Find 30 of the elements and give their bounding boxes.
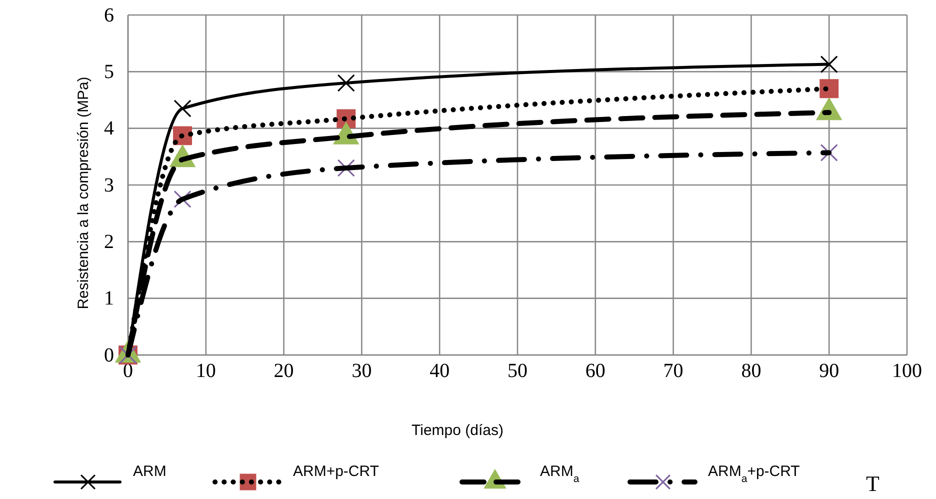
x-tick-label: 0 [123, 360, 133, 382]
y-axis-title: Resistencia a la compresión (MPa) [75, 76, 92, 310]
point [337, 74, 355, 92]
x-tick-label: 10 [196, 360, 216, 382]
point [820, 55, 838, 74]
x-tick-label: 90 [819, 360, 840, 382]
x-tick-label: 100 [892, 360, 922, 382]
y-tick-label: 6 [104, 4, 114, 26]
point [820, 144, 838, 162]
legend-label: ARM$_{a}$+p-CRT [708, 463, 800, 485]
y-tick-label: 1 [104, 288, 114, 310]
text: T [866, 471, 880, 496]
x-tick-label: 20 [274, 360, 294, 382]
x-tick-label: 40 [430, 360, 450, 382]
x-axis-title: Tiempo (días) [412, 422, 504, 439]
y-tick-label: 4 [104, 118, 114, 140]
x-tick-label: 60 [585, 360, 606, 382]
x-tick-label: 80 [741, 360, 762, 382]
y-tick-label: 2 [104, 231, 114, 254]
x-tick-label: 70 [663, 360, 684, 382]
point [820, 79, 839, 98]
y-tick-label: 5 [104, 61, 114, 84]
y-tick-label: 0 [104, 344, 114, 366]
legend-label: ARM+p-CRT [293, 463, 379, 480]
y-tick-label: 3 [104, 174, 114, 196]
legend-label: ARM [133, 463, 166, 480]
point [174, 100, 192, 118]
x-tick-label: 30 [352, 360, 372, 382]
legend-label: ARM$_{a}$ [540, 463, 580, 485]
x-tick-label: 50 [508, 360, 528, 382]
